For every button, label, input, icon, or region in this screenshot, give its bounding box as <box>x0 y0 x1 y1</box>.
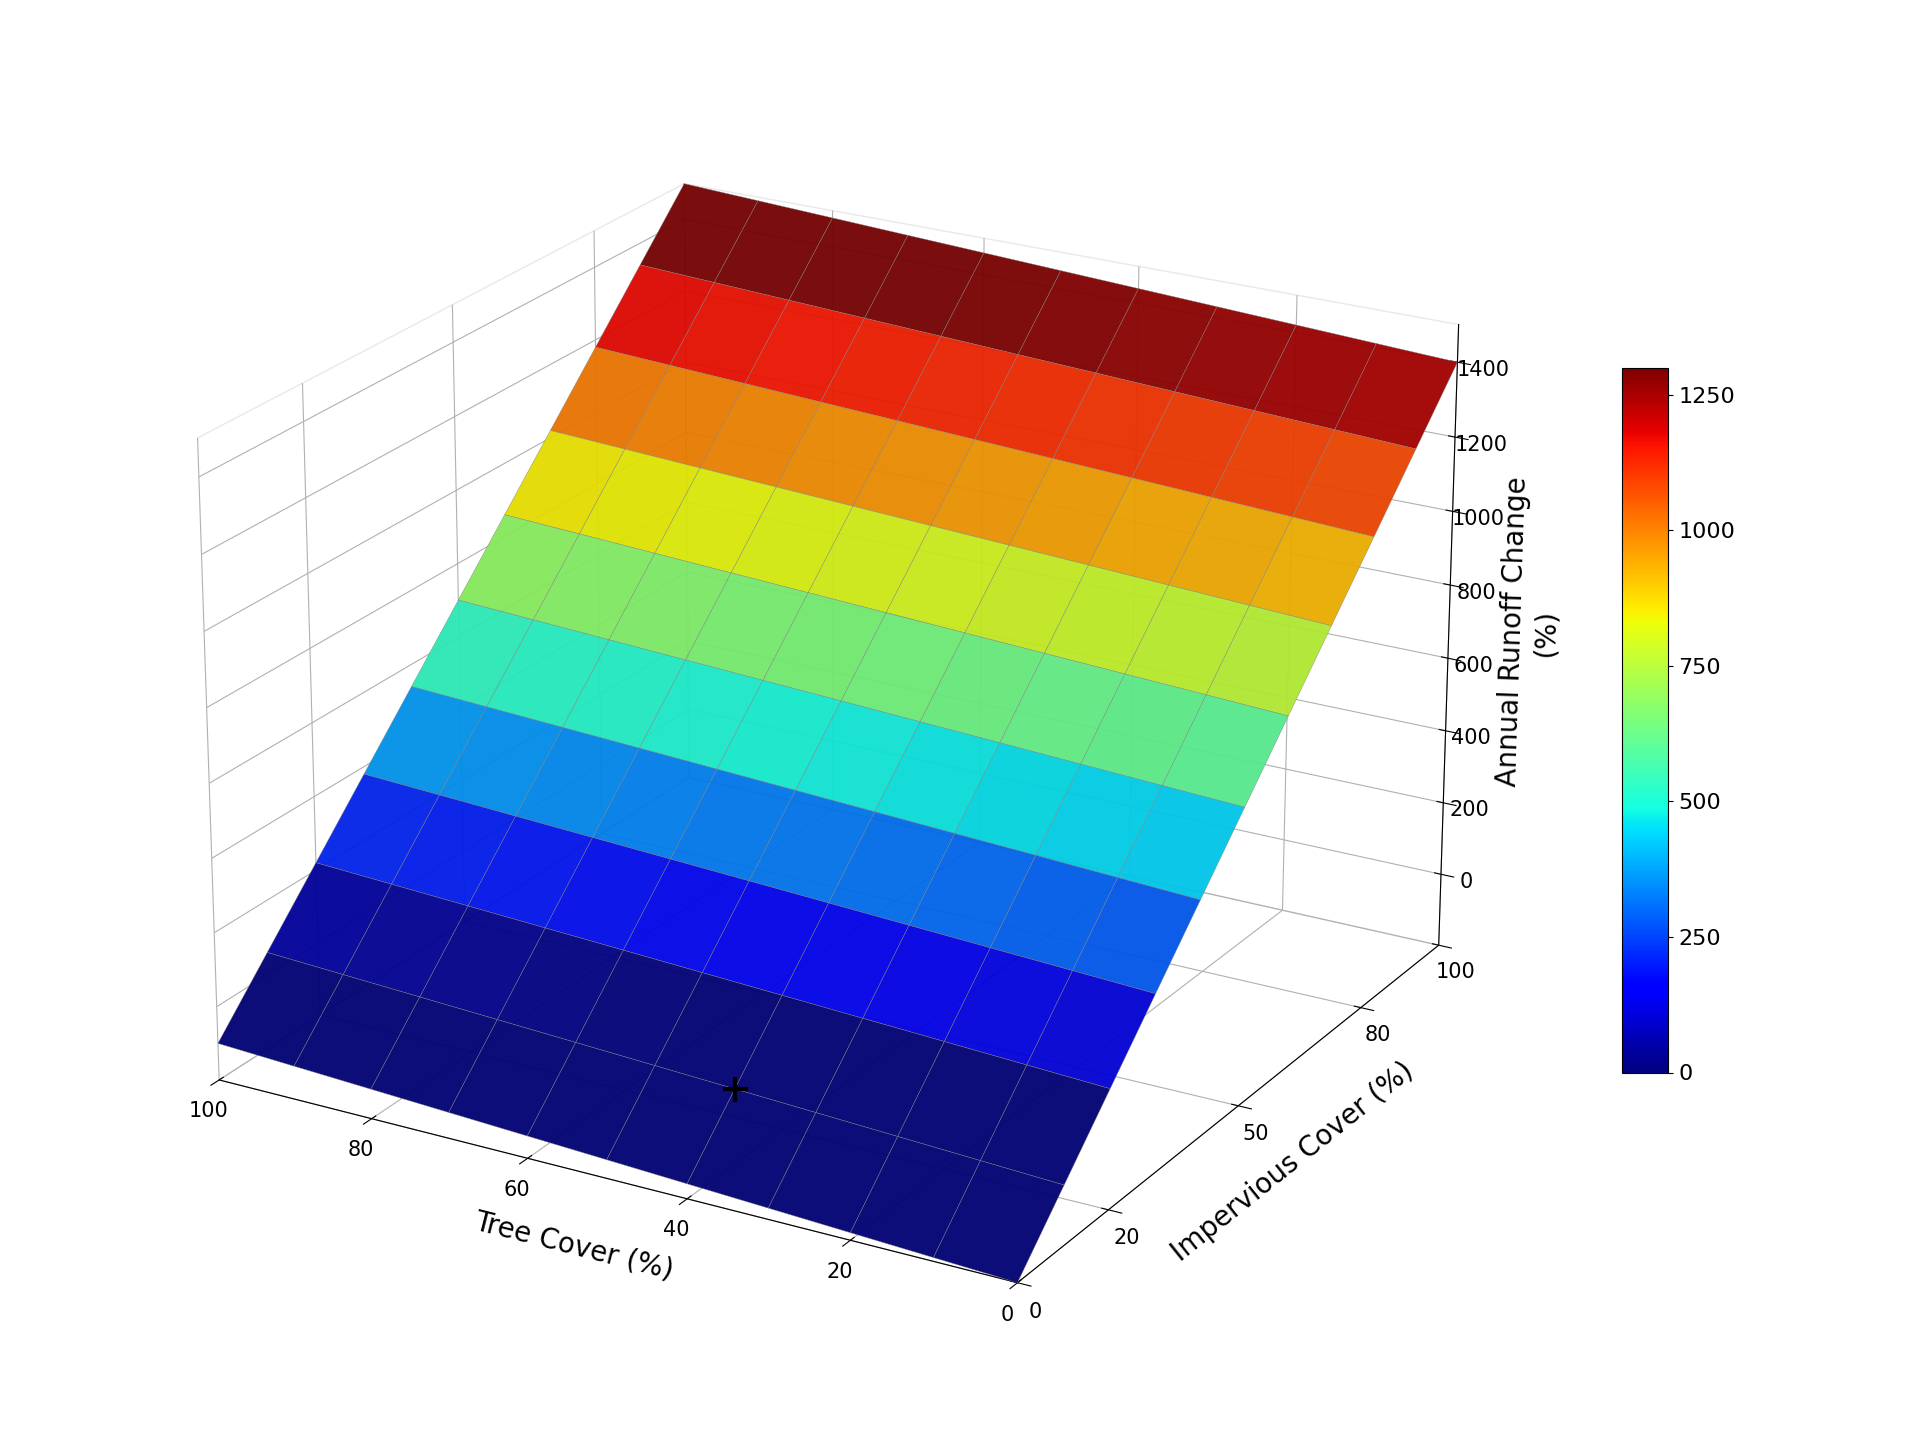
X-axis label: Tree Cover (%): Tree Cover (%) <box>472 1207 676 1284</box>
Y-axis label: Impervious Cover (%): Impervious Cover (%) <box>1167 1057 1419 1267</box>
